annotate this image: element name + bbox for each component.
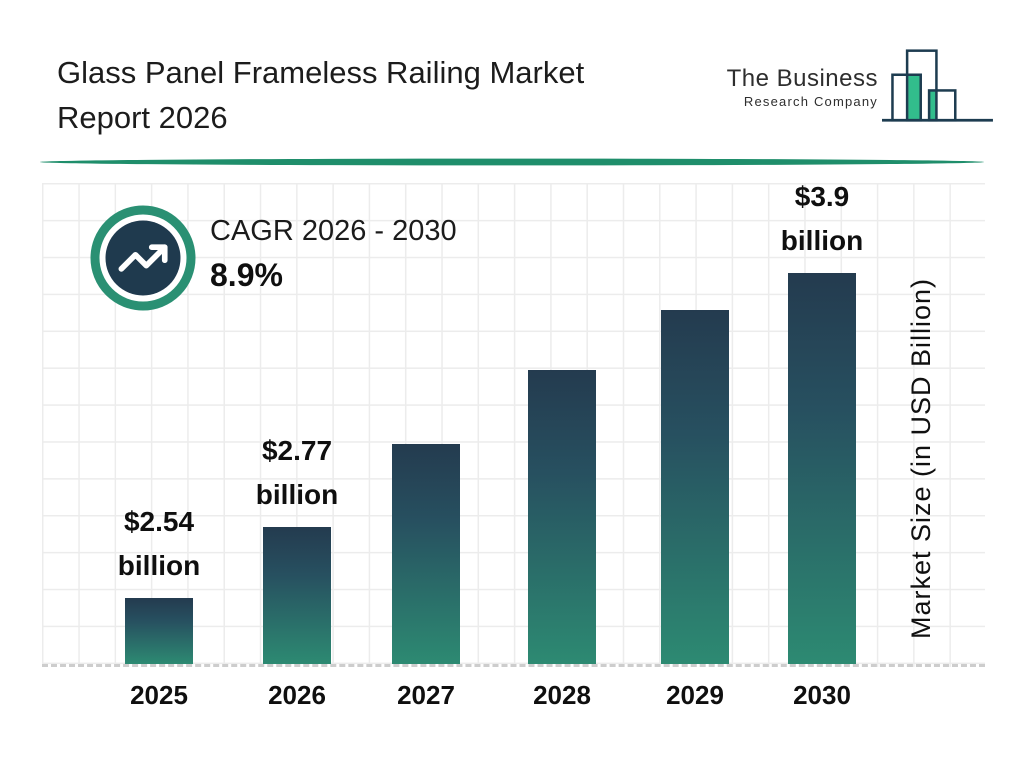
bar-chart: $2.54 billion 2025 $2.77 billion 2026 2027 2028… bbox=[42, 181, 985, 710]
bar-2030 bbox=[788, 273, 856, 664]
cagr-label: CAGR 2026 - 2030 bbox=[210, 215, 457, 247]
value-label-2030: $3.9 billion bbox=[732, 175, 912, 263]
logo-bar-buildings-icon bbox=[882, 49, 993, 122]
value-label-line: billion bbox=[117, 550, 201, 581]
x-axis-label-2030: 2030 bbox=[793, 680, 851, 710]
page-title: Glass Panel Frameless Railing Market Rep… bbox=[57, 50, 697, 140]
bar-2027 bbox=[392, 444, 460, 664]
bar-2026 bbox=[263, 527, 331, 664]
bar-2029 bbox=[661, 310, 729, 664]
page-title-line1: Glass Panel Frameless Railing Market bbox=[57, 55, 585, 90]
x-axis-label-2029: 2029 bbox=[666, 680, 724, 710]
x-axis-label-2028: 2028 bbox=[533, 680, 591, 710]
value-label-2026: $2.77 billion bbox=[207, 429, 387, 517]
value-label-line: billion bbox=[255, 479, 339, 510]
value-label-2025: $2.54 billion bbox=[69, 500, 249, 588]
value-label-line: $2.77 bbox=[261, 435, 333, 466]
value-label-line: billion bbox=[780, 225, 864, 256]
cagr-value: 8.9% bbox=[210, 257, 283, 293]
x-axis-label-2027: 2027 bbox=[397, 680, 455, 710]
company-subname: Research Company bbox=[743, 94, 878, 109]
value-label-line: $2.54 bbox=[123, 506, 195, 537]
company-name: The Business bbox=[726, 65, 878, 92]
bar-2028 bbox=[528, 370, 596, 664]
page-title-line2: Report 2026 bbox=[57, 100, 228, 135]
cagr-trending-up-icon bbox=[90, 205, 196, 311]
x-axis-label-2026: 2026 bbox=[268, 680, 326, 710]
x-axis-label-2025: 2025 bbox=[130, 680, 188, 710]
bar-2025 bbox=[125, 598, 193, 664]
cagr-annotation: CAGR 2026 - 2030 8.9% bbox=[210, 215, 457, 294]
divider-line bbox=[40, 158, 984, 166]
y-axis-label: Market Size (in USD Billion) bbox=[906, 277, 937, 639]
value-label-line: $3.9 bbox=[794, 181, 850, 212]
company-logo: The Business Research Company bbox=[727, 38, 994, 123]
company-logo-text: The Business Research Company bbox=[727, 65, 878, 123]
